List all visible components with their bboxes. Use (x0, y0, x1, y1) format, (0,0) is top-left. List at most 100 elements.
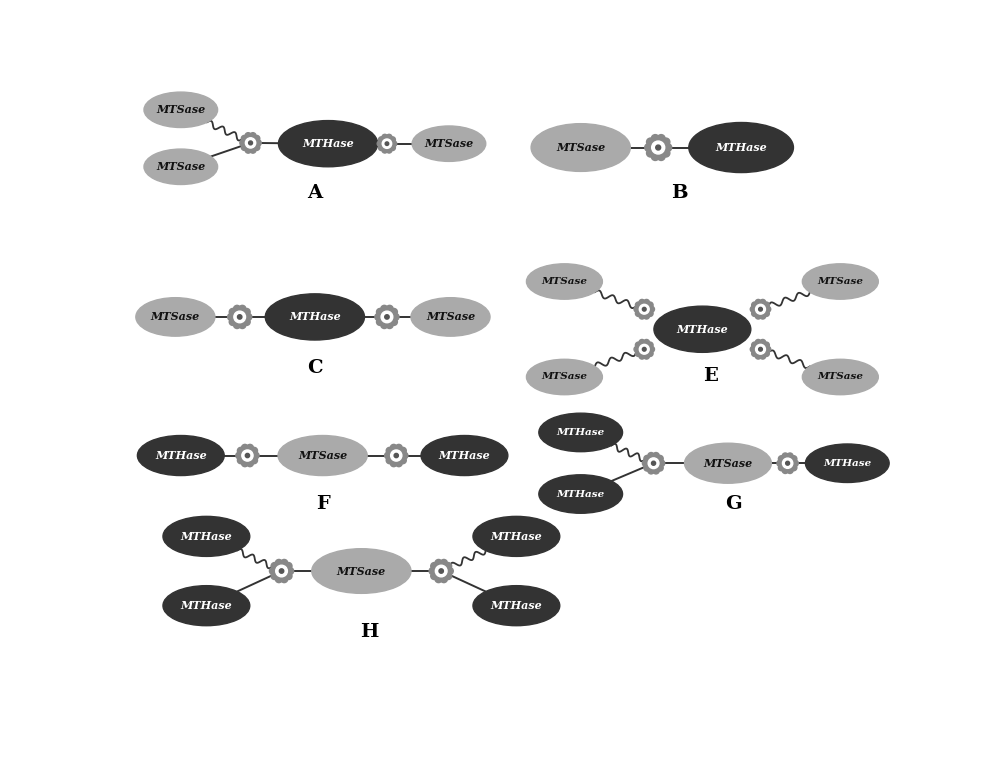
Circle shape (651, 153, 659, 161)
Ellipse shape (312, 549, 411, 594)
Text: MTSase: MTSase (703, 457, 753, 469)
Circle shape (651, 135, 659, 142)
Ellipse shape (411, 298, 490, 336)
Text: MTHase: MTHase (823, 459, 871, 468)
Circle shape (287, 568, 294, 575)
Circle shape (752, 301, 769, 317)
Circle shape (639, 353, 645, 359)
Circle shape (752, 342, 758, 348)
Circle shape (386, 305, 393, 312)
Circle shape (755, 353, 761, 359)
Circle shape (755, 339, 761, 345)
Ellipse shape (531, 123, 630, 171)
Circle shape (647, 138, 654, 146)
Ellipse shape (421, 435, 508, 476)
Circle shape (400, 447, 406, 454)
Text: MTSase: MTSase (298, 450, 347, 461)
Circle shape (639, 304, 649, 314)
Circle shape (392, 314, 399, 320)
Circle shape (653, 453, 659, 459)
Circle shape (634, 306, 640, 312)
Circle shape (271, 561, 292, 581)
Text: MTHase: MTHase (557, 428, 605, 437)
Circle shape (765, 346, 771, 352)
Circle shape (386, 321, 393, 329)
Text: A: A (307, 184, 322, 202)
Circle shape (653, 467, 659, 474)
Circle shape (657, 455, 663, 462)
Circle shape (241, 135, 248, 142)
Circle shape (250, 147, 256, 153)
Circle shape (379, 145, 384, 151)
Text: MTHase: MTHase (155, 450, 207, 461)
Circle shape (649, 306, 654, 312)
Text: MTHase: MTHase (490, 531, 542, 542)
Circle shape (439, 568, 443, 573)
Ellipse shape (163, 517, 250, 556)
Circle shape (234, 311, 246, 323)
Circle shape (431, 562, 438, 569)
Text: G: G (725, 495, 742, 514)
Circle shape (269, 568, 277, 575)
Ellipse shape (526, 264, 602, 299)
Text: H: H (360, 623, 378, 642)
Circle shape (242, 460, 248, 466)
Circle shape (382, 139, 392, 148)
Circle shape (765, 306, 771, 312)
Circle shape (241, 145, 248, 151)
Circle shape (778, 464, 785, 471)
Circle shape (376, 318, 384, 326)
Circle shape (377, 141, 383, 147)
Text: MTSase: MTSase (337, 565, 386, 577)
Circle shape (234, 305, 241, 312)
Circle shape (642, 460, 649, 466)
Text: MTHase: MTHase (439, 450, 490, 461)
Circle shape (377, 307, 397, 327)
Circle shape (657, 465, 663, 471)
Circle shape (635, 310, 641, 317)
Circle shape (228, 314, 235, 320)
Circle shape (242, 450, 253, 461)
Circle shape (645, 144, 653, 151)
Circle shape (386, 457, 393, 463)
Text: MTSase: MTSase (541, 277, 587, 286)
Text: MTSase: MTSase (151, 311, 200, 323)
Circle shape (787, 467, 793, 473)
Circle shape (657, 135, 665, 142)
Circle shape (247, 460, 253, 466)
Circle shape (382, 148, 388, 153)
Ellipse shape (805, 444, 889, 482)
Circle shape (254, 145, 260, 151)
Circle shape (763, 351, 769, 356)
Circle shape (395, 444, 402, 451)
Circle shape (381, 311, 393, 323)
Circle shape (440, 575, 447, 583)
Circle shape (385, 142, 389, 145)
Text: MTSase: MTSase (426, 311, 475, 323)
Ellipse shape (539, 413, 623, 452)
Circle shape (249, 141, 253, 145)
Circle shape (792, 460, 798, 466)
Circle shape (644, 455, 650, 462)
Circle shape (390, 460, 397, 466)
Circle shape (435, 575, 442, 583)
Circle shape (644, 353, 649, 359)
Circle shape (755, 299, 761, 305)
Circle shape (251, 447, 258, 454)
Circle shape (395, 460, 402, 466)
Ellipse shape (654, 306, 751, 352)
Circle shape (644, 454, 663, 473)
Circle shape (281, 559, 288, 566)
Circle shape (647, 310, 653, 317)
Circle shape (662, 149, 670, 157)
Circle shape (276, 565, 287, 577)
Ellipse shape (144, 92, 218, 128)
Circle shape (385, 315, 389, 319)
Circle shape (431, 561, 451, 581)
Circle shape (664, 144, 672, 151)
Circle shape (435, 565, 447, 577)
Circle shape (647, 302, 653, 308)
Circle shape (242, 444, 248, 451)
Ellipse shape (526, 359, 602, 395)
Circle shape (648, 467, 654, 474)
